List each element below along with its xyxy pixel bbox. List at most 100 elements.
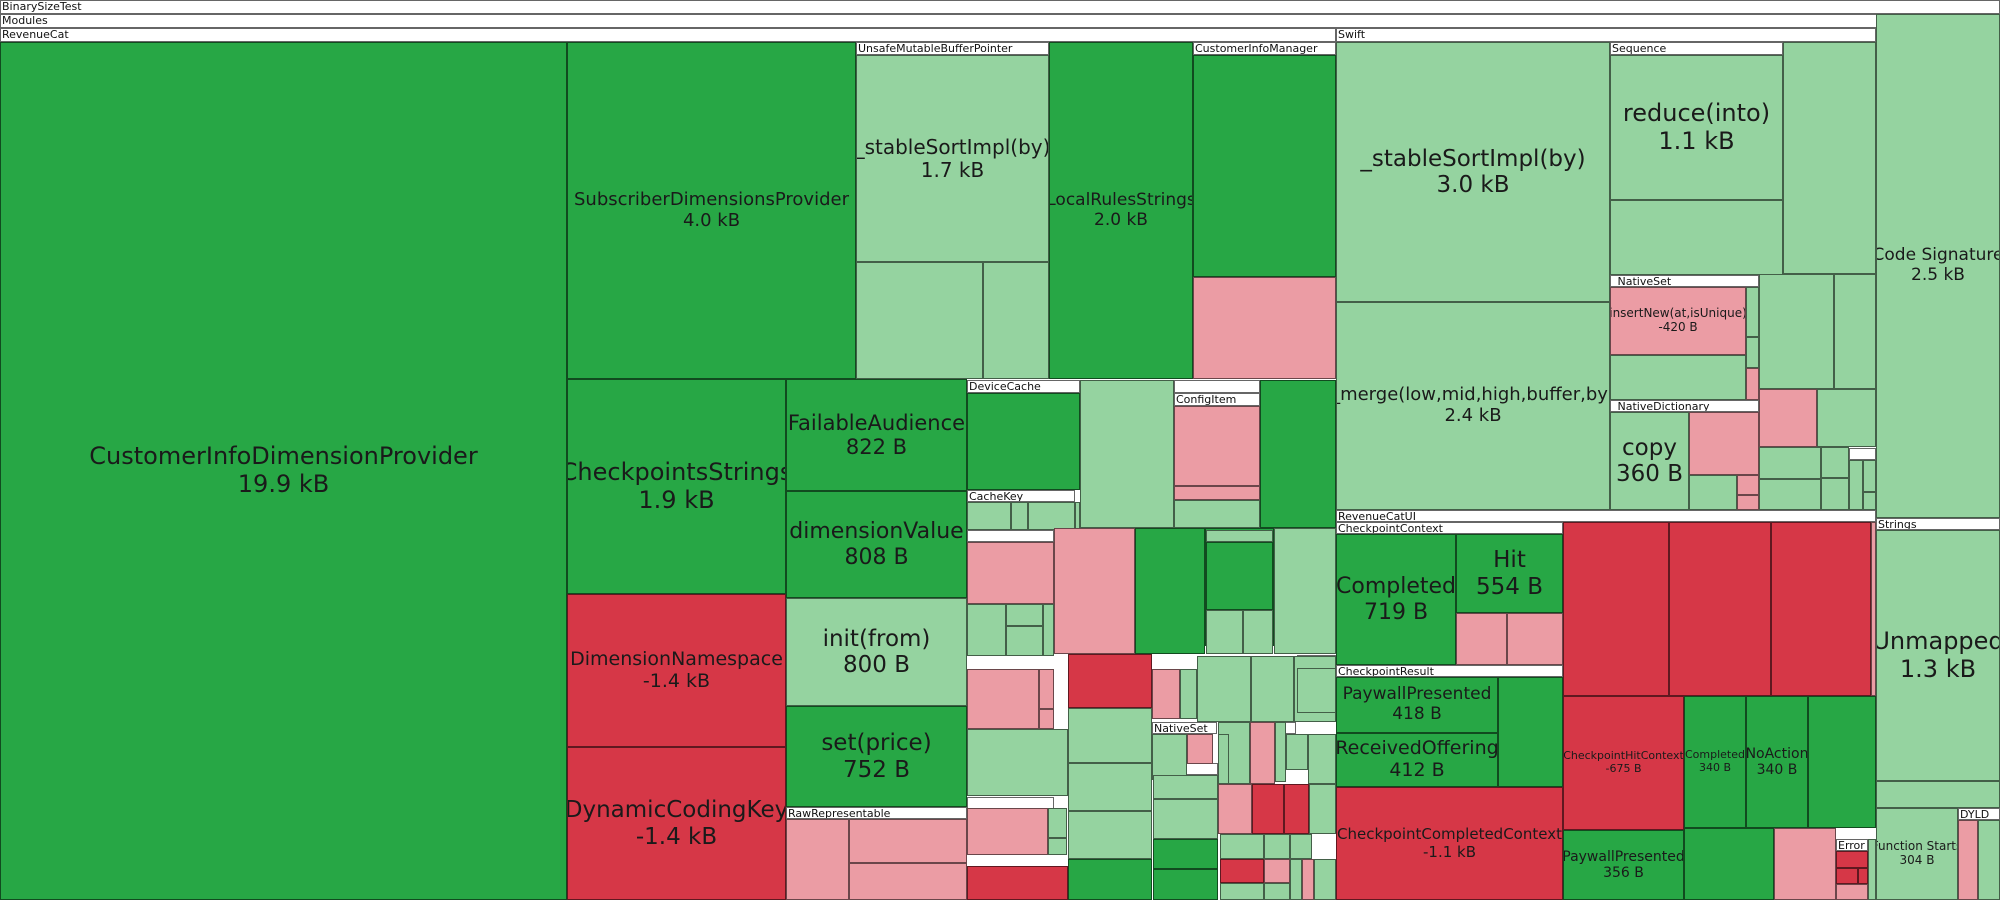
tile-unlabeled-101[interactable]: [1771, 522, 1871, 696]
tile-unlabeled-12[interactable]: [1075, 502, 1080, 530]
tile-unlabeled-50[interactable]: [1152, 734, 1187, 780]
tile-unlabeled-4[interactable]: [786, 819, 849, 900]
group-header-customerinfomanager[interactable]: CustomerInfoManager: [1193, 42, 1336, 55]
tile-unlabeled-62[interactable]: [1252, 784, 1284, 834]
tile-unlabeled-44[interactable]: [1068, 859, 1152, 900]
tile-unlabeled-80[interactable]: [1746, 368, 1759, 400]
group-header-error[interactable]: Error: [1836, 839, 1868, 851]
tile-unlabeled-56[interactable]: [1250, 722, 1275, 784]
tile-unlabeled-69[interactable]: [1264, 859, 1290, 883]
tile-paywallpresented[interactable]: PaywallPresented 356 B: [1563, 830, 1684, 900]
tile-unlabeled-103[interactable]: [1808, 696, 1876, 828]
tile-unlabeled-76[interactable]: [1783, 42, 1876, 274]
tile-unlabeled-95[interactable]: [1863, 492, 1876, 510]
tile-unlabeled-21[interactable]: [1043, 604, 1054, 656]
tile-unlabeled-64[interactable]: [1309, 784, 1336, 834]
tile-failableaudience[interactable]: FailableAudience 822 B: [786, 379, 967, 491]
tile-unlabeled-48[interactable]: [967, 866, 1068, 900]
group-header-nativedictionary[interactable]: _NativeDictionary: [1610, 400, 1759, 412]
tile-unlabeled-99[interactable]: [1563, 522, 1669, 696]
tile-unlabeled-0[interactable]: [856, 262, 983, 379]
tile-unlabeled-113[interactable]: [1978, 820, 2000, 900]
tile-unlabeled-102[interactable]: [1871, 522, 1876, 696]
tile-unlabeled-35[interactable]: [1180, 669, 1197, 719]
tile-unlabeled-18[interactable]: [967, 604, 1006, 656]
tile-unlabeled-53[interactable]: [1153, 839, 1218, 869]
tile-unlabeled-23[interactable]: [1135, 528, 1205, 654]
group-header-binarysizetest[interactable]: BinarySizeTest: [0, 0, 2000, 14]
tile-unlabeled-61[interactable]: [1218, 784, 1252, 834]
tile-unlabeled-26[interactable]: [1206, 542, 1273, 610]
group-header-configitem[interactable]: ConfigItem: [1174, 393, 1260, 406]
group-header-revenuecatui[interactable]: RevenueCatUI: [1336, 510, 1876, 522]
tile-unlabeled-47[interactable]: [1048, 838, 1067, 855]
tile-unlabeled-77[interactable]: [1610, 355, 1746, 400]
tile-unlabeled-30[interactable]: [967, 669, 1039, 729]
tile-set-price[interactable]: set(price) 752 B: [786, 706, 967, 807]
tile-unlabeled-109[interactable]: [1836, 884, 1868, 900]
tile-unlabeled-32[interactable]: [1039, 709, 1054, 729]
tile-unlabeled-5[interactable]: [849, 819, 967, 863]
tile-unlabeled-91[interactable]: [1821, 447, 1849, 478]
tile-merge-low-mid-high-buffer-by[interactable]: _merge(low,mid,high,buffer,by) 2.4 kB: [1336, 302, 1610, 510]
tile-unlabeled-105[interactable]: [1774, 828, 1836, 900]
tile-unlabeled-17[interactable]: [967, 542, 1054, 604]
tile-unlabeled-1[interactable]: [983, 262, 1049, 379]
group-header-nativeset[interactable]: NativeSet: [1152, 722, 1217, 734]
tile-unmapped[interactable]: Unmapped 1.3 kB: [1876, 530, 2000, 781]
tile-checkpointcompletedcontext[interactable]: CheckpointCompletedContext -1.1 kB: [1336, 787, 1563, 900]
group-header-checkpointcontext[interactable]: CheckpointContext: [1336, 522, 1563, 534]
tile-unlabeled-71[interactable]: [1220, 883, 1264, 900]
tile-unlabeled-41[interactable]: [1068, 708, 1152, 763]
group-header-devicecache[interactable]: DeviceCache: [967, 380, 1080, 393]
group-header-swift[interactable]: Swift: [1336, 28, 1876, 42]
tile-unlabeled-6[interactable]: [849, 863, 967, 900]
tile-stablesortimpl-by[interactable]: _stableSortImpl(by) 3.0 kB: [1336, 42, 1610, 302]
tile-unlabeled-93[interactable]: [1849, 460, 1863, 510]
tile-unlabeled-70[interactable]: [1264, 883, 1290, 900]
tile-unlabeled-78[interactable]: [1746, 287, 1759, 337]
tile-unlabeled-92[interactable]: [1821, 478, 1849, 510]
tile-unlabeled-68[interactable]: [1220, 859, 1264, 883]
tile-unlabeled-59[interactable]: [1286, 734, 1308, 770]
tile-unlabeled-104[interactable]: [1684, 828, 1774, 900]
tile-completed[interactable]: Completed 340 B: [1684, 696, 1746, 828]
tile-unlabeled-34[interactable]: [1152, 669, 1180, 719]
group-header-strings[interactable]: Strings: [1876, 518, 2000, 530]
tile-unlabeled-19[interactable]: [1006, 604, 1043, 626]
tile-unlabeled-2[interactable]: [1193, 55, 1336, 277]
tile-unlabeled-57[interactable]: [1218, 734, 1229, 784]
tile-unlabeled-27[interactable]: [1206, 610, 1243, 654]
group-header-dyld[interactable]: DYLD: [1958, 808, 2000, 820]
tile-unlabeled-66[interactable]: [1264, 834, 1290, 859]
tile-unlabeled-89[interactable]: [1759, 447, 1821, 479]
tile-unlabeled-67[interactable]: [1290, 834, 1312, 859]
group-header-sequence[interactable]: Sequence: [1610, 42, 1783, 55]
tile-unlabeled-58[interactable]: [1275, 722, 1286, 782]
tile-unlabeled-83[interactable]: [1689, 412, 1759, 475]
tile-unlabeled-20[interactable]: [1006, 626, 1043, 656]
tile-unlabeled-28[interactable]: [1243, 610, 1273, 654]
tile-unlabeled-60[interactable]: [1308, 734, 1336, 784]
tile-code-signature[interactable]: Code Signature 2.5 kB: [1876, 14, 2000, 518]
tile-unlabeled-107[interactable]: [1836, 868, 1858, 884]
tile-copy[interactable]: copy 360 B: [1610, 412, 1689, 510]
tile-unlabeled-100[interactable]: [1669, 522, 1771, 696]
tile-unlabeled-25[interactable]: [1206, 530, 1273, 542]
group-header-cachekey[interactable]: CacheKey: [967, 490, 1075, 502]
tile-dynamiccodingkey[interactable]: DynamicCodingKey -1.4 kB: [567, 747, 786, 900]
group-header-unlabeled-6[interactable]: [1849, 448, 1876, 460]
tile-unlabeled-37[interactable]: [1251, 656, 1294, 722]
tile-unlabeled-86[interactable]: [1737, 495, 1759, 510]
tile-stablesortimpl-by[interactable]: _stableSortImpl(by) 1.7 kB: [856, 55, 1049, 262]
tile-unlabeled-72[interactable]: [1290, 859, 1302, 900]
group-header-nativeset[interactable]: _NativeSet: [1610, 275, 1759, 287]
tile-unlabeled-16[interactable]: [1260, 380, 1336, 528]
tile-checkpointsstrings[interactable]: CheckpointsStrings 1.9 kB: [567, 379, 786, 594]
tile-completed[interactable]: Completed 719 B: [1336, 534, 1456, 665]
group-header-checkpointresult[interactable]: CheckpointResult: [1336, 665, 1563, 677]
tile-dimensionvalue[interactable]: dimensionValue 808 B: [786, 491, 967, 598]
tile-unlabeled-51[interactable]: [1153, 775, 1218, 799]
tile-unlabeled-40[interactable]: [967, 729, 1068, 796]
tile-unlabeled-87[interactable]: [1759, 389, 1817, 447]
